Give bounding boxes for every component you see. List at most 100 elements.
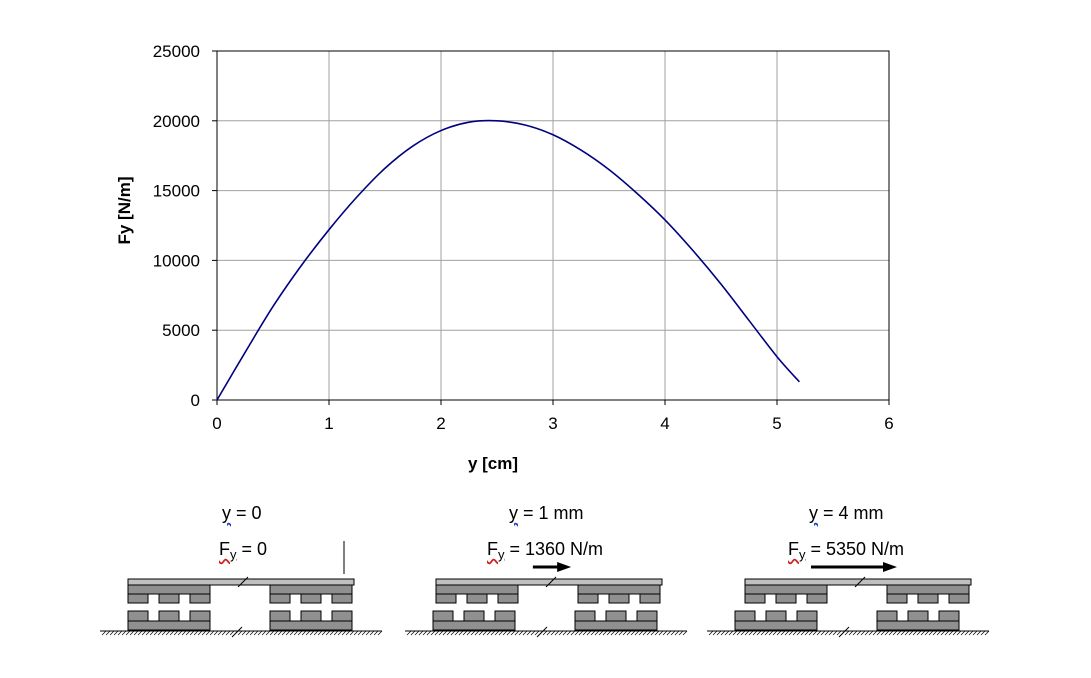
series-line-0	[216, 119, 800, 401]
stator-tooth	[300, 610, 322, 622]
ground-hatch	[784, 630, 790, 636]
ground-hatch	[269, 630, 275, 636]
ground-hatch	[860, 630, 866, 636]
ground-hatch	[658, 630, 664, 636]
ground-hatch	[728, 630, 734, 636]
ground-hatch	[149, 630, 155, 636]
ground-hatch	[333, 630, 339, 636]
ground-hatch	[764, 630, 770, 636]
ground-hatch	[744, 630, 750, 636]
ground-hatch	[756, 630, 762, 636]
ground-hatch	[173, 630, 179, 636]
ground-hatch	[345, 630, 351, 636]
ground-hatch	[776, 630, 782, 636]
ground-hatch	[574, 630, 580, 636]
ground-hatch	[446, 630, 452, 636]
ground-hatch	[586, 630, 592, 636]
stator-base	[876, 620, 960, 631]
ground-hatch	[502, 630, 508, 636]
f-variable: Fy	[219, 539, 237, 562]
ground-hatch	[892, 630, 898, 636]
y-tick-label: 20000	[153, 112, 200, 131]
ground-hatch	[241, 630, 247, 636]
mover-tooth	[127, 593, 149, 604]
ground-hatch	[908, 630, 914, 636]
stator-base	[574, 620, 658, 631]
displacement-label: y = 0	[222, 503, 262, 524]
ground-hatch	[558, 630, 564, 636]
ground-hatch	[848, 630, 854, 636]
mover-base	[744, 584, 828, 595]
ground-hatch	[478, 630, 484, 636]
stator-tooth	[463, 610, 485, 622]
ground-hatch	[474, 630, 480, 636]
break-mark	[854, 576, 866, 588]
ground-hatch	[864, 630, 870, 636]
break-mark	[838, 626, 850, 638]
stator-tooth	[907, 610, 929, 622]
panel-4mm: y = 4 mm Fy = 5350 N/m	[707, 495, 1007, 655]
ground-hatch	[277, 630, 283, 636]
x-tick-label: 6	[884, 414, 893, 433]
panel-1mm: y = 1 mm Fy = 1360 N/m	[405, 495, 705, 655]
ground-hatch	[968, 630, 974, 636]
ground-hatch	[462, 630, 468, 636]
ground-hatch	[137, 630, 143, 636]
ground-hatch	[113, 630, 119, 636]
ground-hatch	[570, 630, 576, 636]
ground-hatch	[618, 630, 624, 636]
y-variable: y	[222, 503, 231, 523]
ground-hatch	[285, 630, 291, 636]
ground-hatch	[189, 630, 195, 636]
ground-hatch	[964, 630, 970, 636]
ground-hatch	[225, 630, 231, 636]
ground-hatch	[732, 630, 738, 636]
x-tick-label: 4	[660, 414, 669, 433]
ground-hatch	[928, 630, 934, 636]
bearing-diagram-1mm	[405, 562, 688, 638]
ground-hatch	[670, 630, 676, 636]
stator-tooth	[189, 610, 211, 622]
displacement-value: = 0	[231, 503, 262, 523]
ground-hatch	[237, 630, 243, 636]
tick-labels: 0 1 2 3 4 5 6 0 5000 10000 15000 20000 25000	[153, 42, 894, 433]
ground-hatch	[780, 630, 786, 636]
ground-hatch	[121, 630, 127, 636]
ground-hatch	[470, 630, 476, 636]
ground-hatch	[185, 630, 191, 636]
ground-hatch	[161, 630, 167, 636]
y-tick-label: 10000	[153, 251, 200, 270]
ground-hatch	[638, 630, 644, 636]
force-value: = 5350 N/m	[805, 539, 905, 559]
ground-hatch	[650, 630, 656, 636]
ground-hatch	[712, 630, 718, 636]
stator-tooth	[796, 610, 818, 622]
ground-hatch	[297, 630, 303, 636]
ground-hatch	[305, 630, 311, 636]
bearing-diagram-rest	[100, 541, 383, 638]
stator-tooth	[574, 610, 596, 622]
mover-base	[435, 584, 519, 595]
ground-hatch	[682, 630, 688, 636]
ground-hatch	[438, 630, 444, 636]
ground-hatch	[630, 630, 636, 636]
ground-hatch	[736, 630, 742, 636]
ground-hatch	[828, 630, 834, 636]
mover-plate	[127, 578, 355, 586]
ground-hatch	[133, 630, 139, 636]
ground-hatch	[772, 630, 778, 636]
ground-hatch	[944, 630, 950, 636]
ground-hatch	[896, 630, 902, 636]
ground-hatch	[856, 630, 862, 636]
ground-hatch	[876, 630, 882, 636]
ground-hatch	[245, 630, 251, 636]
mover-tooth	[577, 593, 599, 604]
y-tick-label: 15000	[153, 182, 200, 201]
ground-hatch	[450, 630, 456, 636]
ground-hatch	[936, 630, 942, 636]
mover-base	[886, 584, 970, 595]
ground-hatch	[614, 630, 620, 636]
mover-plate	[435, 578, 663, 586]
stator-base	[734, 620, 818, 631]
ground-hatch	[594, 630, 600, 636]
